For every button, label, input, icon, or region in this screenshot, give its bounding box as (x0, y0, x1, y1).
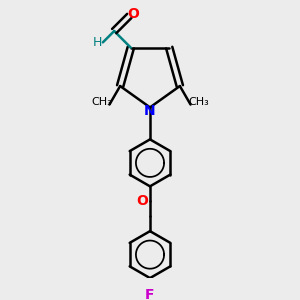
Text: O: O (128, 7, 140, 21)
Text: CH₃: CH₃ (189, 98, 209, 107)
Text: F: F (145, 288, 155, 300)
Text: CH₃: CH₃ (92, 98, 112, 107)
Text: O: O (136, 194, 148, 208)
Text: H: H (93, 36, 102, 49)
Text: N: N (144, 103, 156, 118)
